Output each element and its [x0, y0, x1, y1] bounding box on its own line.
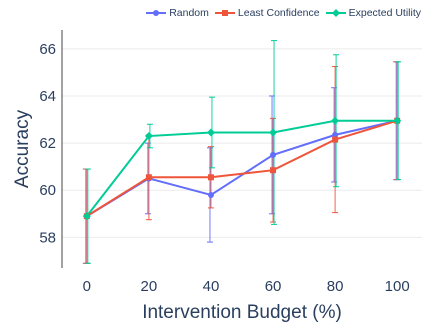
y-tick-label: 60: [39, 182, 56, 199]
x-tick-label: 0: [83, 278, 91, 295]
y-tick-label: 64: [39, 88, 56, 105]
legend-item-least-confidence[interactable]: Least Confidence: [214, 7, 320, 19]
legend-swatch-expected-utility: [325, 8, 346, 18]
random-point: [270, 151, 277, 158]
error-bars: [82, 40, 402, 264]
expected-utility-point: [331, 116, 340, 125]
legend-label: Random: [169, 7, 209, 19]
least-confidence-line: [86, 119, 398, 218]
least-confidence-point: [332, 136, 339, 143]
y-tick-label: 58: [39, 229, 56, 246]
expected-utility-point: [269, 128, 278, 137]
grid-lines: [62, 48, 422, 238]
y-tick-labels: 58 60 62 64 66: [39, 41, 56, 247]
legend-item-random[interactable]: Random: [146, 7, 209, 19]
random-point: [207, 191, 214, 198]
x-axis-title: Intervention Budget (%): [142, 302, 342, 322]
x-tick-label: 60: [265, 278, 282, 295]
legend-swatch-least-confidence: [214, 8, 235, 18]
y-tick-label: 66: [39, 41, 56, 58]
series-markers: [82, 116, 402, 221]
legend[interactable]: Random Least Confidence Expected Utility: [146, 7, 421, 19]
expected-utility-point: [82, 212, 91, 221]
series-lines: [86, 119, 398, 218]
random-point: [332, 131, 339, 138]
legend-label: Expected Utility: [348, 7, 421, 19]
x-tick-label: 40: [203, 278, 220, 295]
legend-swatch-random: [146, 8, 167, 18]
least-confidence-point: [207, 174, 214, 181]
y-axis-title: Accuracy: [12, 109, 33, 188]
x-tick-label: 80: [327, 278, 344, 295]
legend-item-expected-utility[interactable]: Expected Utility: [325, 7, 421, 19]
expected-utility-point: [206, 128, 215, 137]
least-confidence-point: [270, 167, 277, 174]
least-confidence-point: [145, 174, 152, 181]
expected-utility-line: [86, 119, 398, 217]
expected-utility-point: [393, 116, 402, 125]
x-tick-labels: 0 20 40 60 80 100: [83, 278, 410, 295]
y-tick-label: 62: [39, 135, 56, 152]
expected-utility-point: [144, 132, 153, 141]
legend-label: Least Confidence: [237, 7, 320, 19]
x-tick-label: 100: [385, 278, 410, 295]
x-tick-label: 20: [141, 278, 158, 295]
